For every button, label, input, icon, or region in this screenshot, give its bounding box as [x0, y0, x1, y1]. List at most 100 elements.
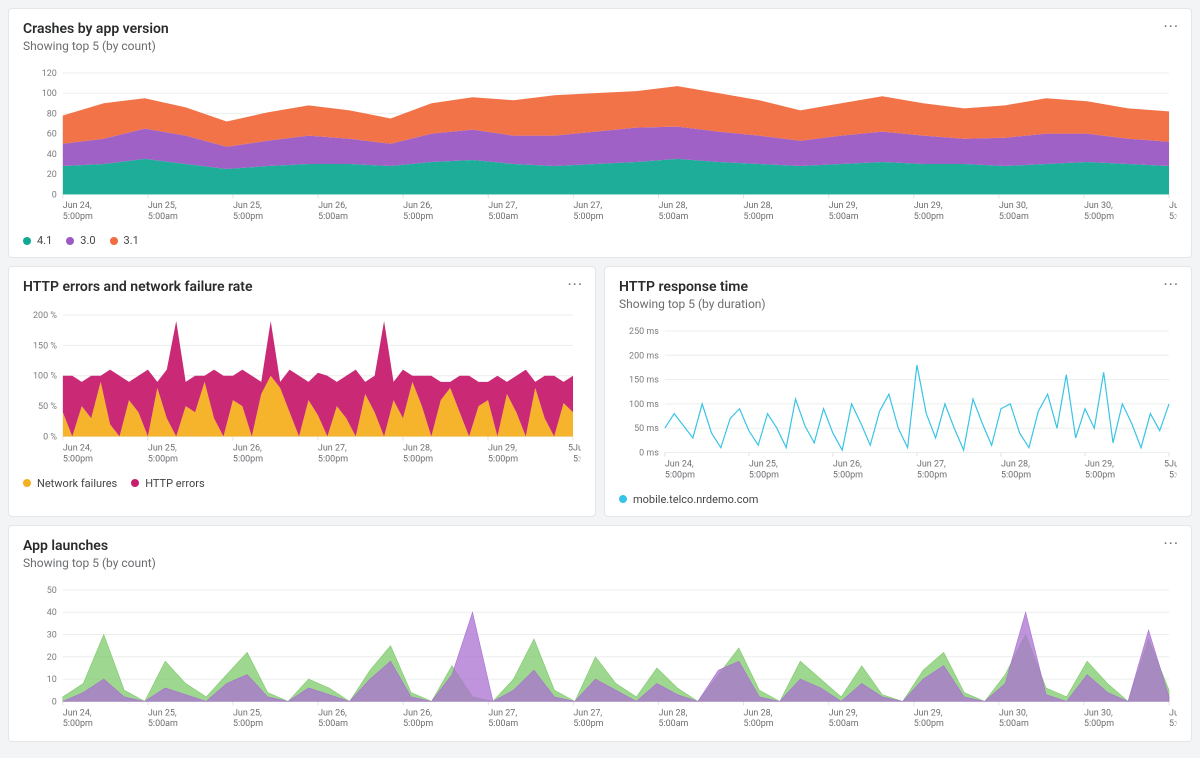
svg-text:Jun 26,: Jun 26, [833, 460, 862, 470]
svg-text:Jun 25,: Jun 25, [148, 201, 177, 211]
svg-text:5: 5 [1164, 460, 1169, 470]
svg-text:200 ms: 200 ms [629, 351, 659, 361]
svg-text:5:00am: 5:00am [318, 719, 348, 729]
legend-label: 3.0 [80, 234, 95, 247]
legend-label: mobile.telco.nrdemo.com [633, 493, 758, 506]
svg-text:5:00pm: 5:00pm [749, 471, 779, 481]
svg-text:Jun 28,: Jun 28, [658, 708, 687, 718]
svg-text:5:00pm: 5:00pm [1085, 471, 1115, 481]
legend-swatch [66, 237, 74, 245]
svg-text:Jun 26,: Jun 26, [233, 444, 262, 454]
svg-text:Jun 26,: Jun 26, [403, 708, 432, 718]
panel-crashes: Crashes by app version Showing top 5 (by… [8, 8, 1192, 258]
svg-text:150 %: 150 % [33, 342, 57, 352]
legend-item[interactable]: 4.1 [23, 234, 52, 247]
svg-text:Jun 29,: Jun 29, [488, 444, 517, 454]
svg-text:5:00pm: 5:00pm [1084, 719, 1114, 729]
svg-text:5:00pm: 5:00pm [403, 212, 433, 222]
svg-text:5:00pm: 5:00pm [403, 719, 433, 729]
svg-text:40: 40 [47, 150, 57, 160]
svg-text:Jun 26,: Jun 26, [403, 201, 432, 211]
svg-text:5:00pm: 5:00pm [1169, 471, 1177, 481]
svg-text:Jun 28,: Jun 28, [403, 444, 432, 454]
svg-text:5:00pm: 5:00pm [744, 212, 774, 222]
svg-text:5:00pm: 5:00pm [63, 719, 93, 729]
svg-text:5:00pm: 5:00pm [914, 719, 944, 729]
svg-text:Jun 29,: Jun 29, [1085, 460, 1114, 470]
svg-text:5:00pm: 5:00pm [233, 455, 263, 465]
svg-text:Jun 30,: Jun 30, [1084, 201, 1113, 211]
svg-text:Jun 28,: Jun 28, [744, 201, 773, 211]
svg-text:0: 0 [52, 190, 57, 200]
svg-text:Jun 24,: Jun 24, [665, 460, 694, 470]
svg-text:5:00am: 5:00am [148, 719, 178, 729]
svg-text:Jun 27,: Jun 27, [488, 708, 517, 718]
legend-item[interactable]: 3.1 [110, 234, 139, 247]
svg-text:Jun 30,: Jun 30, [1169, 460, 1177, 470]
legend-swatch [619, 495, 627, 503]
svg-text:100: 100 [42, 89, 57, 99]
panel-menu-icon[interactable]: ··· [1163, 536, 1179, 552]
legend-item[interactable]: Network failures [23, 477, 117, 490]
svg-text:5:00am: 5:00am [488, 212, 518, 222]
svg-text:Jun 28,: Jun 28, [1001, 460, 1030, 470]
svg-text:0 %: 0 % [43, 433, 57, 443]
svg-text:Jul 01,: Jul 01, [1169, 708, 1177, 718]
panel-subtitle: Showing top 5 (by count) [23, 39, 1177, 53]
svg-text:Jun 25,: Jun 25, [233, 708, 262, 718]
legend-label: 3.1 [124, 234, 139, 247]
svg-text:0 ms: 0 ms [639, 449, 659, 459]
legend-item[interactable]: mobile.telco.nrdemo.com [619, 493, 758, 506]
svg-text:Jun 29,: Jun 29, [914, 201, 943, 211]
legend-item[interactable]: 3.0 [66, 234, 95, 247]
svg-text:5:00am: 5:00am [658, 212, 688, 222]
chart-http-response: 0 ms50 ms100 ms150 ms200 ms250 msJun 24,… [619, 323, 1177, 482]
svg-text:Jun 28,: Jun 28, [744, 708, 773, 718]
legend-label: 4.1 [37, 234, 52, 247]
panel-http-errors: HTTP errors and network failure rate ···… [8, 266, 596, 516]
svg-text:120: 120 [42, 69, 57, 79]
svg-text:5:00am: 5:00am [829, 719, 859, 729]
panel-menu-icon[interactable]: ··· [567, 277, 583, 293]
legend-label: Network failures [37, 477, 117, 490]
svg-text:0: 0 [52, 697, 57, 707]
svg-text:50 %: 50 % [38, 402, 57, 412]
svg-text:Jul 01,: Jul 01, [1169, 201, 1177, 211]
svg-text:5:00pm: 5:00pm [917, 471, 947, 481]
panel-title: Crashes by app version [23, 21, 1177, 37]
svg-text:Jun 27,: Jun 27, [573, 708, 602, 718]
svg-text:40: 40 [47, 608, 57, 618]
svg-text:Jun 30,: Jun 30, [1084, 708, 1113, 718]
panel-subtitle: Showing top 5 (by duration) [619, 297, 1177, 311]
svg-text:100 ms: 100 ms [629, 400, 659, 410]
svg-text:Jun 24,: Jun 24, [63, 444, 92, 454]
svg-text:5:00pm: 5:00pm [833, 471, 863, 481]
panel-title: App launches [23, 538, 1177, 554]
svg-text:5:00am: 5:00am [1169, 212, 1177, 222]
svg-text:5:00pm: 5:00pm [573, 455, 581, 465]
svg-text:5:00pm: 5:00pm [63, 212, 93, 222]
svg-text:Jun 27,: Jun 27, [917, 460, 946, 470]
svg-text:Jun 28,: Jun 28, [658, 201, 687, 211]
svg-text:5:00am: 5:00am [829, 212, 859, 222]
svg-text:5:00pm: 5:00pm [233, 719, 263, 729]
svg-text:50 ms: 50 ms [634, 424, 659, 434]
svg-text:5:00pm: 5:00pm [488, 455, 518, 465]
svg-text:5:00pm: 5:00pm [665, 471, 695, 481]
svg-text:5:00pm: 5:00pm [318, 455, 348, 465]
panel-menu-icon[interactable]: ··· [1163, 19, 1179, 35]
svg-text:Jun 26,: Jun 26, [318, 201, 347, 211]
panel-menu-icon[interactable]: ··· [1163, 277, 1179, 293]
svg-text:20: 20 [47, 170, 57, 180]
svg-text:50: 50 [47, 586, 57, 596]
legend-swatch [23, 237, 31, 245]
legend-item[interactable]: HTTP errors [131, 477, 204, 490]
svg-text:60: 60 [47, 130, 57, 140]
legend-http-response: mobile.telco.nrdemo.com [619, 493, 1177, 506]
svg-text:5:00am: 5:00am [999, 719, 1029, 729]
panel-title: HTTP response time [619, 279, 1177, 295]
chart-app-launches: 01020304050Jun 24,5:00pmJun 25,5:00amJun… [23, 582, 1177, 731]
svg-text:5:00am: 5:00am [488, 719, 518, 729]
svg-text:5:00pm: 5:00pm [1001, 471, 1031, 481]
svg-text:5:00am: 5:00am [318, 212, 348, 222]
